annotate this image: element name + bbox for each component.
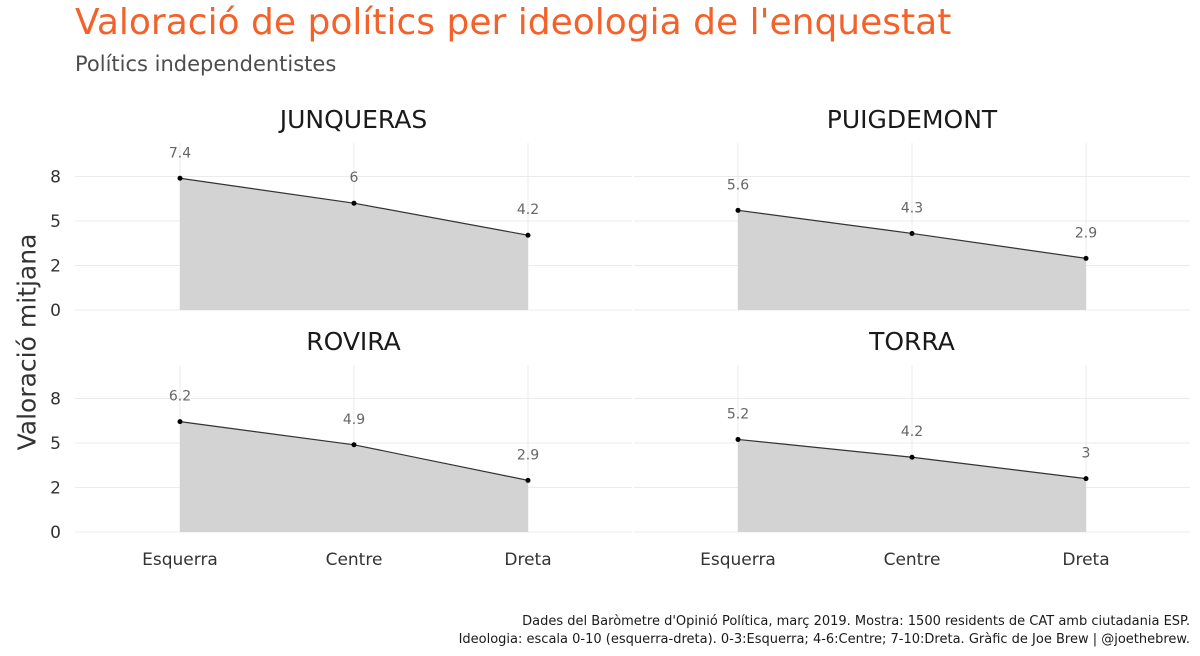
point-puigdemont-dreta [1083,255,1089,261]
data-label-rovira-esquerra: 6.2 [169,389,191,405]
data-label-puigdemont-esquerra: 5.6 [727,177,749,193]
data-label-junqueras-esquerra: 7.4 [169,145,191,161]
data-label-rovira-centre: 4.9 [343,412,365,428]
y-tick-label-junqueras-2: 5 [50,212,61,232]
x-tick-label-torra-centre: Centre [884,550,941,570]
caption-line-2: Ideologia: escala 0-10 (esquerra-dreta).… [458,632,1190,647]
point-rovira-centre [351,442,357,448]
panel-title-torra: TORRA [868,327,955,356]
point-torra-esquerra [735,436,741,442]
point-junqueras-esquerra [177,175,183,181]
data-label-puigdemont-dreta: 2.9 [1075,225,1097,241]
data-label-rovira-dreta: 2.9 [517,447,539,463]
data-label-puigdemont-centre: 4.3 [901,200,923,216]
point-rovira-esquerra [177,419,183,425]
x-tick-label-rovira-dreta: Dreta [504,550,551,570]
chart-subtitle: Polítics independentistes [75,52,337,76]
area-puigdemont [738,210,1086,310]
caption-line-1: Dades del Baròmetre d'Opinió Política, m… [522,614,1190,629]
x-tick-label-rovira-esquerra: Esquerra [142,550,218,570]
panel-title-puigdemont: PUIGDEMONT [827,105,998,134]
point-junqueras-centre [351,200,357,206]
data-label-junqueras-centre: 6 [350,170,359,186]
area-junqueras [180,178,528,310]
y-tick-label-rovira-2: 5 [50,434,61,454]
y-tick-label-rovira-3: 8 [50,390,61,410]
y-tick-label-junqueras-3: 8 [50,168,61,188]
chart-title: Valoració de polítics per ideologia de l… [75,2,952,43]
y-tick-label-rovira-0: 0 [50,523,61,543]
point-puigdemont-esquerra [735,207,741,213]
data-label-junqueras-dreta: 4.2 [517,202,539,218]
caption: Dades del Baròmetre d'Opinió Política, m… [459,613,1190,649]
panel-title-junqueras: JUNQUERAS [278,105,427,134]
data-label-torra-dreta: 3 [1082,446,1091,462]
point-torra-dreta [1083,476,1089,482]
panel-title-rovira: ROVIRA [306,327,401,356]
point-torra-centre [909,454,915,460]
data-label-torra-centre: 4.2 [901,424,923,440]
x-tick-label-torra-dreta: Dreta [1062,550,1109,570]
y-tick-label-rovira-1: 2 [50,479,61,499]
data-label-torra-esquerra: 5.2 [727,406,749,422]
point-rovira-dreta [525,477,531,483]
point-puigdemont-centre [909,230,915,236]
area-rovira [180,421,528,532]
y-tick-label-junqueras-1: 2 [50,257,61,277]
y-tick-label-junqueras-0: 0 [50,301,61,321]
point-junqueras-dreta [525,232,531,238]
x-tick-label-torra-esquerra: Esquerra [700,550,776,570]
x-tick-label-rovira-centre: Centre [326,550,383,570]
area-torra [738,439,1086,532]
